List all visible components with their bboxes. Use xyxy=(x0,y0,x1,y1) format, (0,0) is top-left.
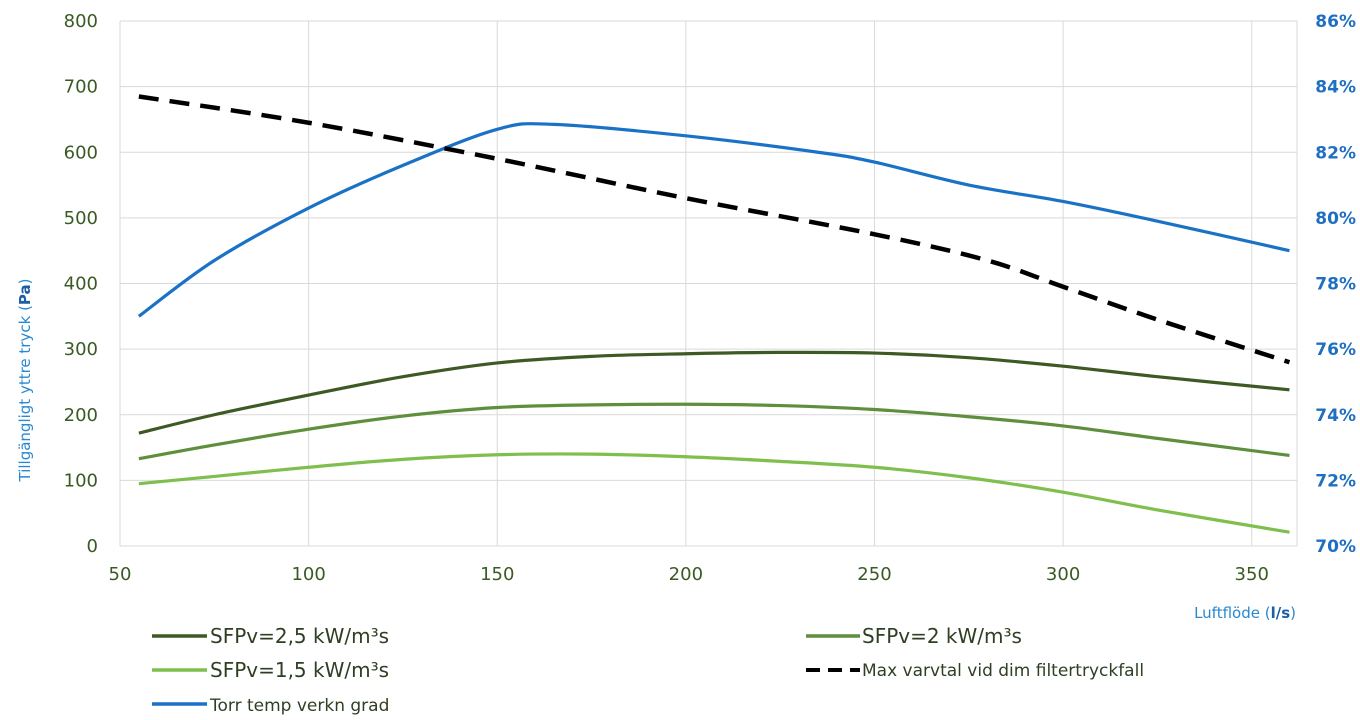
x-axis-title: Luftflöde (l/s) xyxy=(1194,604,1296,622)
series-line-torr-temp xyxy=(137,122,1290,318)
y-left-tick-label: 300 xyxy=(64,339,98,360)
y-left-tick-label: 0 xyxy=(87,536,98,557)
x-axis-title-unit: l/s xyxy=(1271,604,1291,622)
x-tick-label: 350 xyxy=(1235,564,1269,585)
y-axis-left-ticks: 0 100 200 300 400 500 600 700 800 xyxy=(64,11,98,557)
y-right-tick-label: 86% xyxy=(1315,12,1356,32)
legend-label-sfpv-15: SFPv=1,5 kW/m³s xyxy=(210,658,389,682)
series-line-max-varvtal xyxy=(138,94,1291,365)
y-right-tick-label: 84% xyxy=(1315,78,1356,98)
y-left-tick-label: 100 xyxy=(64,470,98,491)
legend-label-torr-temp: Torr temp verkn grad xyxy=(209,696,389,716)
series-line-sfpv-15 xyxy=(138,452,1290,534)
y-axis-title-unit: Pa xyxy=(16,284,34,305)
x-axis-title-text: Luftflöde xyxy=(1194,604,1260,622)
x-tick-label: 200 xyxy=(669,564,703,585)
y-left-tick-label: 500 xyxy=(64,208,98,229)
y-right-tick-label: 80% xyxy=(1315,209,1356,229)
grid-horizontal xyxy=(120,20,1297,547)
y-right-tick-label: 76% xyxy=(1315,340,1356,360)
y-left-tick-label: 200 xyxy=(64,405,98,426)
y-axis-right-ticks: 70% 72% 74% 76% 78% 80% 82% 84% 86% xyxy=(1315,12,1356,557)
legend: SFPv=2,5 kW/m³s SFPv=2 kW/m³s SFPv=1,5 k… xyxy=(152,624,1144,716)
y-right-tick-label: 74% xyxy=(1315,406,1356,426)
y-right-tick-label: 72% xyxy=(1315,471,1356,491)
y-right-tick-label: 82% xyxy=(1315,143,1356,163)
x-tick-label: 150 xyxy=(480,564,514,585)
y-axis-title-text: Tillgängligt yttre tryck xyxy=(16,315,34,482)
y-left-tick-label: 400 xyxy=(64,274,98,295)
y-axis-title: Tillgängligt yttre tryck (Pa) xyxy=(16,279,34,483)
x-tick-label: 300 xyxy=(1046,564,1080,585)
x-tick-label: 100 xyxy=(291,564,325,585)
series-lines xyxy=(137,94,1291,534)
legend-label-sfpv-2: SFPv=2 kW/m³s xyxy=(862,624,1022,648)
series-line-sfpv-25 xyxy=(138,350,1290,435)
x-axis-ticks: 50 100 150 200 250 300 350 xyxy=(109,564,1269,585)
y-left-tick-label: 700 xyxy=(64,77,98,98)
series-line-sfpv-2 xyxy=(138,402,1290,461)
y-right-tick-label: 70% xyxy=(1315,537,1356,557)
legend-label-max-varvtal: Max varvtal vid dim filtertryckfall xyxy=(862,661,1144,681)
y-right-tick-label: 78% xyxy=(1315,275,1356,295)
y-left-tick-label: 600 xyxy=(64,142,98,163)
legend-label-sfpv-25: SFPv=2,5 kW/m³s xyxy=(210,624,389,648)
x-tick-label: 50 xyxy=(109,564,132,585)
y-left-tick-label: 800 xyxy=(64,11,98,32)
x-tick-label: 250 xyxy=(857,564,891,585)
